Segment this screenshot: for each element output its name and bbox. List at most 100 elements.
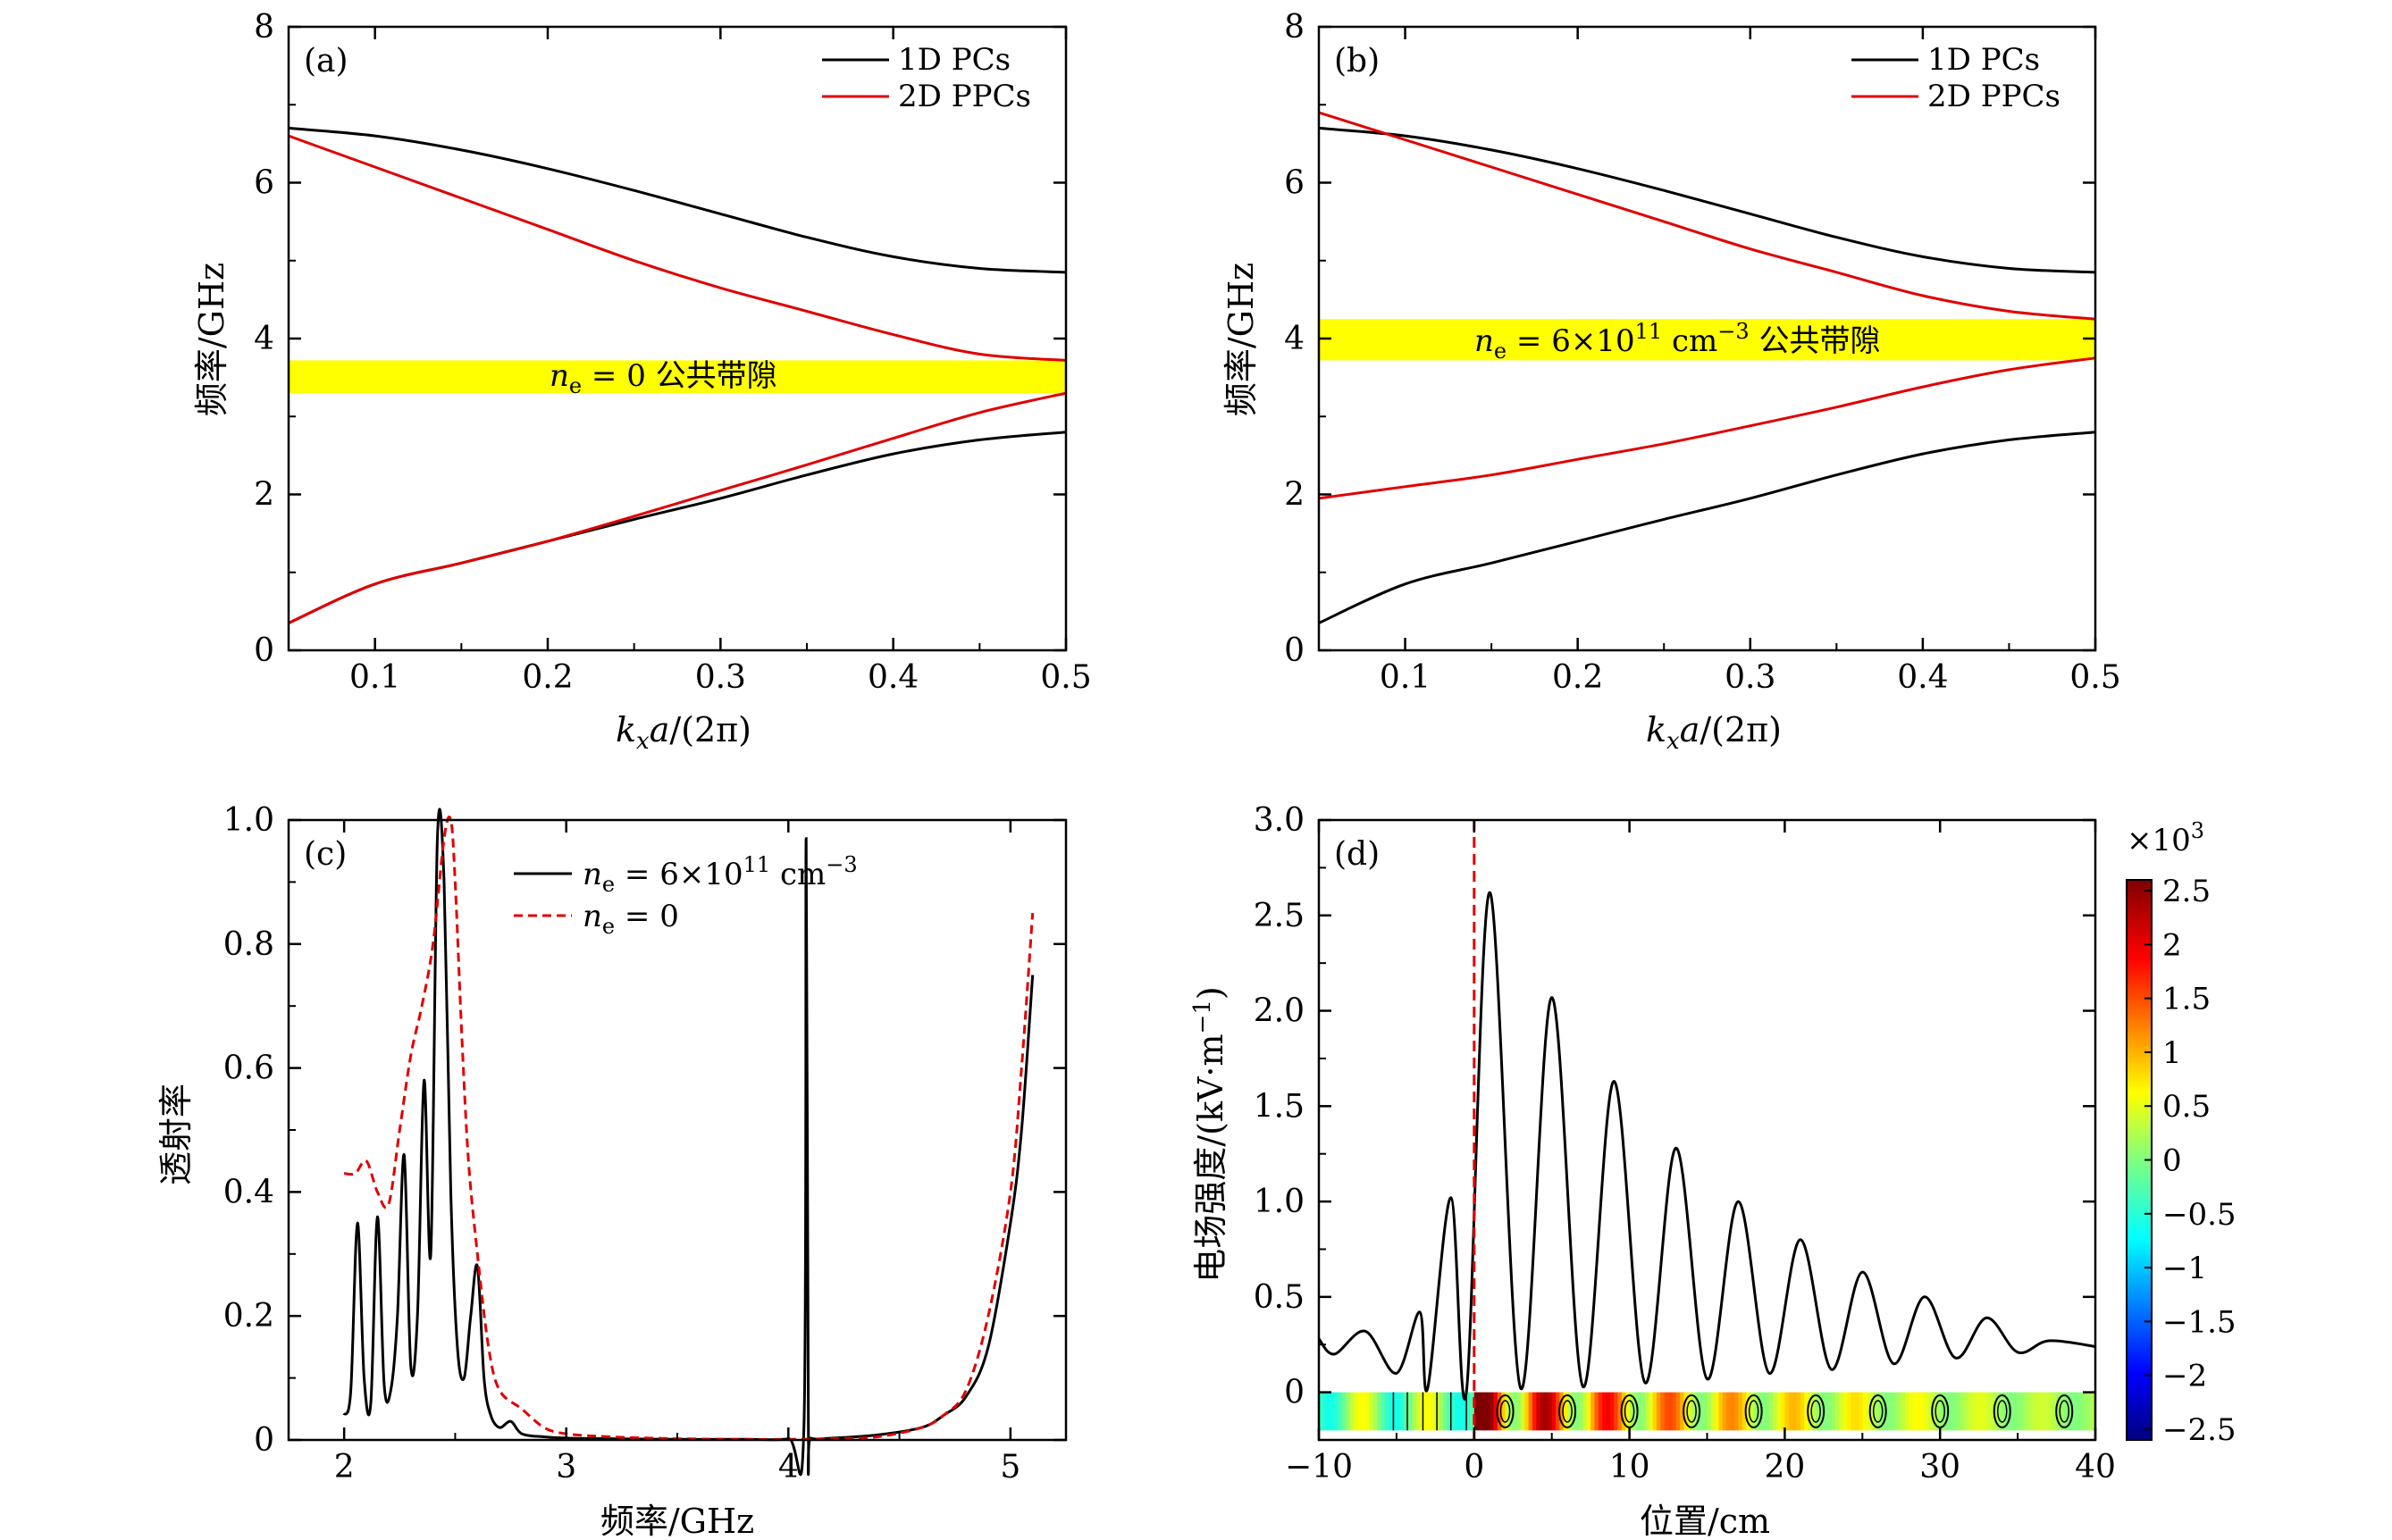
x-tick-label: 0.2 bbox=[1552, 659, 1603, 696]
field-strip-cell bbox=[1365, 1392, 1371, 1431]
band-a-label: ne = 0 公共带隙 bbox=[550, 358, 777, 398]
panel-a-legend: 1D PCs 2D PPCs bbox=[822, 42, 1031, 114]
field-strip-cell bbox=[1792, 1392, 1798, 1431]
field-strip-cell bbox=[1493, 1392, 1498, 1431]
field-strip-cell bbox=[1431, 1392, 1436, 1431]
panel-a: 0.1 0.2 0.3 0.4 0.5 0 2 4 6 8 bbox=[254, 9, 1092, 696]
field-strip-cell bbox=[1761, 1392, 1767, 1431]
field-strip-cell bbox=[1377, 1392, 1382, 1431]
field-strip-cell bbox=[2036, 1392, 2042, 1431]
colorbar-tick-label: 2.5 bbox=[2162, 874, 2211, 909]
y-tick-label: 2 bbox=[1284, 477, 1305, 514]
field-strip-cell bbox=[1897, 1392, 1902, 1431]
field-strip-cell bbox=[1715, 1392, 1720, 1431]
field-strip-cell bbox=[1970, 1392, 1976, 1431]
field-strip-cell bbox=[1951, 1392, 1957, 1431]
field-strip-cell bbox=[1722, 1392, 1727, 1431]
y-tick-label: 6 bbox=[1284, 165, 1305, 202]
field-strip-cell bbox=[2006, 1392, 2011, 1431]
y-tick-label: 0.5 bbox=[1254, 1279, 1305, 1316]
gap-band bbox=[1319, 319, 2095, 361]
field-strip-cell bbox=[1415, 1392, 1421, 1431]
field-strip-cell bbox=[1769, 1392, 1774, 1431]
field-strip-cell bbox=[1407, 1392, 1413, 1431]
y-tick-label: 3.0 bbox=[1254, 802, 1305, 839]
x-tick-label: 0.1 bbox=[1380, 659, 1431, 696]
field-strip-cell bbox=[1978, 1392, 1984, 1431]
field-strip-cell bbox=[2021, 1392, 2027, 1431]
panel-d: −10 0 10 20 30 4000.51.01.52.02.53.02.521.510… bbox=[1254, 802, 2237, 1486]
field-strip-cell bbox=[1520, 1392, 1525, 1431]
series-line-0 bbox=[342, 808, 1035, 1477]
svg-text:电场强度/(kV·m−1): 电场强度/(kV·m−1) bbox=[1189, 986, 1230, 1282]
x-tick-label: 0.3 bbox=[695, 659, 746, 696]
field-strip-cell bbox=[1326, 1392, 1331, 1431]
x-tick-label: 30 bbox=[1919, 1449, 1960, 1486]
y-tick-label: 1.5 bbox=[1254, 1088, 1305, 1125]
y-tick-label: 2 bbox=[254, 477, 274, 514]
field-strip-cell bbox=[1998, 1392, 2003, 1431]
field-strip-cell bbox=[1652, 1392, 1658, 1431]
field-strip-cell bbox=[1513, 1392, 1518, 1431]
field-strip-cell bbox=[1508, 1392, 1514, 1431]
panel-a-ylabel: 频率/GHz bbox=[192, 263, 231, 416]
field-strip-cell bbox=[1800, 1392, 1805, 1431]
field-strip-cell bbox=[1742, 1392, 1747, 1431]
field-strip-cell bbox=[1982, 1392, 1987, 1431]
plasma-rod bbox=[1620, 1394, 1639, 1428]
legend-1d-pcs: 1D PCs bbox=[898, 42, 1011, 78]
field-strip-cell bbox=[1346, 1392, 1351, 1431]
field-strip-cell bbox=[1621, 1392, 1626, 1431]
field-strip-cell bbox=[2013, 1392, 2019, 1431]
field-strip-cell bbox=[1846, 1392, 1851, 1431]
panel-c-xlabel: 频率/GHz bbox=[600, 1502, 754, 1540]
x-tick-label: 40 bbox=[2075, 1449, 2116, 1486]
x-tick-label: 0.1 bbox=[349, 659, 400, 696]
field-strip-cell bbox=[1668, 1392, 1673, 1431]
field-strip-cell bbox=[1551, 1392, 1557, 1431]
x-tick-label: 20 bbox=[1764, 1449, 1805, 1486]
plasma-rod bbox=[1558, 1394, 1577, 1428]
series-line-1 bbox=[1318, 431, 2096, 624]
y-tick-label: 8 bbox=[1284, 9, 1305, 46]
plasma-rod bbox=[1993, 1394, 2011, 1428]
field-strip-cell bbox=[1617, 1392, 1623, 1431]
field-strip-cell bbox=[1319, 1392, 1323, 1431]
y-tick-label: 1.0 bbox=[1254, 1184, 1305, 1220]
field-strip-cell bbox=[1629, 1392, 1634, 1431]
series-line-1 bbox=[288, 431, 1067, 624]
field-strip-cell bbox=[1505, 1392, 1510, 1431]
field-strip-cell bbox=[1423, 1392, 1429, 1431]
field-strip-cell bbox=[2052, 1392, 2058, 1431]
field-strip-cell bbox=[1590, 1392, 1596, 1431]
x-tick-label: 0.4 bbox=[1897, 659, 1948, 696]
plot-frame bbox=[1317, 818, 2097, 1442]
field-strip-cell bbox=[1556, 1392, 1560, 1431]
field-strip-cell bbox=[2071, 1392, 2077, 1431]
plasma-rod bbox=[1868, 1394, 1887, 1428]
colorbar-tick-label: −1.5 bbox=[2162, 1304, 2237, 1340]
field-strip-cell bbox=[1726, 1392, 1732, 1431]
field-strip-cell bbox=[1455, 1392, 1460, 1431]
series-line-3 bbox=[1318, 356, 2096, 500]
field-strip-cell bbox=[1858, 1392, 1863, 1431]
field-strip-cell bbox=[1730, 1392, 1735, 1431]
field-strip-cell bbox=[1470, 1392, 1475, 1431]
panel-b: 0.1 0.2 0.3 0.4 0.5 0 2 4 6 8 bbox=[1284, 9, 2121, 696]
x-tick-label: 0.4 bbox=[868, 659, 919, 696]
field-strip-cell bbox=[1691, 1392, 1697, 1431]
y-tick-label: 2.0 bbox=[1254, 993, 1305, 1030]
plasma-rod-inner bbox=[1562, 1400, 1573, 1423]
plasma-rod-inner bbox=[1872, 1400, 1884, 1423]
y-tick-label: 8 bbox=[254, 9, 274, 46]
plot-frame bbox=[287, 25, 1068, 652]
field-strip-cell bbox=[1594, 1392, 1599, 1431]
field-strip-cell bbox=[2029, 1392, 2035, 1431]
field-strip-cell bbox=[1967, 1392, 1972, 1431]
x-tick-label: 0.3 bbox=[1725, 659, 1775, 696]
field-strip-cell bbox=[1796, 1392, 1801, 1431]
x-tick-label: 0.2 bbox=[522, 659, 573, 696]
field-strip-cell bbox=[2091, 1392, 2096, 1431]
field-strip-cell bbox=[1450, 1392, 1456, 1431]
field-strip-cell bbox=[1536, 1392, 1541, 1431]
